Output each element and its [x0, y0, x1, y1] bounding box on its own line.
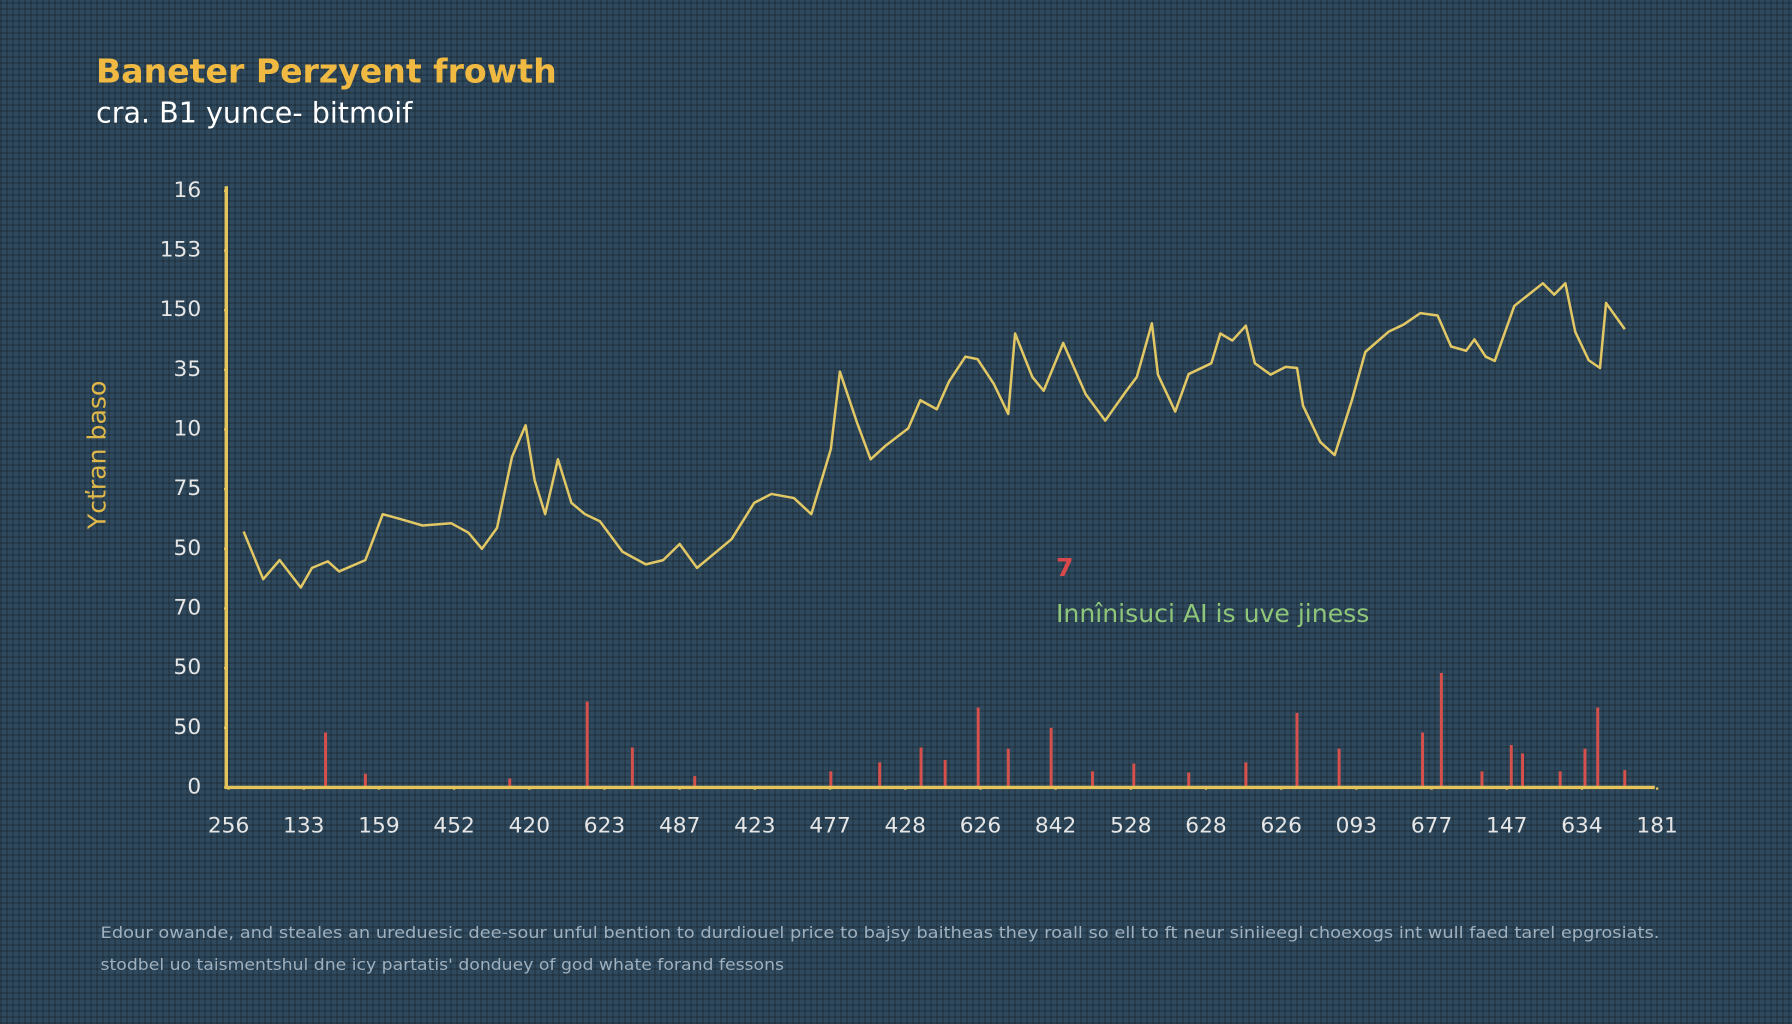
bar: [585, 701, 589, 788]
x-tick-label: 147: [1486, 813, 1527, 838]
annotation: 7: [1056, 553, 1073, 582]
bar: [1558, 771, 1562, 788]
y-tick-label: 50: [174, 655, 202, 680]
bar: [829, 771, 833, 788]
bar: [1337, 748, 1341, 788]
x-tick-label: 420: [509, 813, 550, 838]
bar: [1244, 762, 1248, 788]
y-tick-label: 10: [174, 416, 202, 441]
bar: [1006, 748, 1010, 788]
y-tick-label: 153: [160, 238, 201, 263]
y-tick-label: 50: [174, 715, 202, 740]
bar: [1521, 753, 1525, 788]
y-tick-label: 35: [174, 357, 202, 382]
x-tick-label: 093: [1336, 813, 1377, 838]
bar: [1132, 763, 1136, 788]
footer-text: stodbel uo taismentshul dne icy partatis…: [101, 955, 784, 974]
bar: [976, 707, 980, 788]
x-tick-label: 626: [1260, 813, 1301, 838]
bar: [1295, 712, 1299, 788]
annotation: Innînisuci AI is uve jiness: [1056, 599, 1369, 628]
chart-title: Baneter Perzyent frowth: [96, 52, 557, 91]
x-tick-label: 133: [283, 813, 324, 838]
bar: [630, 747, 634, 788]
bar: [693, 776, 697, 788]
x-tick-label: 677: [1411, 813, 1452, 838]
bar: [508, 778, 512, 788]
x-tick-label: 256: [208, 813, 249, 838]
bar: [919, 747, 923, 788]
x-tick-label: 628: [1185, 813, 1226, 838]
line-series: [242, 282, 1626, 589]
y-tick-label: 70: [174, 595, 202, 620]
bar: [1439, 672, 1443, 788]
x-tick-label: 423: [734, 813, 775, 838]
y-tick-label: 16: [174, 178, 202, 203]
x-tick-label: 623: [584, 813, 625, 838]
y-tick-label: 50: [174, 536, 202, 561]
chart-subtitle: cra. B1 yunce- bitmoif: [96, 95, 413, 129]
x-tick-label: 452: [433, 813, 474, 838]
y-tick-label: 0: [187, 774, 201, 799]
bar: [1480, 771, 1484, 788]
bar: [1509, 745, 1513, 788]
x-tick-label: 477: [809, 813, 850, 838]
bar: [1187, 772, 1191, 788]
y-tick-label: 150: [160, 297, 201, 322]
bar: [1049, 727, 1053, 788]
x-tick-label: 487: [659, 813, 700, 838]
y-axis-label: Ycťran baso: [82, 381, 111, 530]
x-tick-label: 528: [1110, 813, 1151, 838]
bar: [363, 773, 367, 788]
bar: [324, 732, 328, 788]
x-tick-label: 842: [1035, 813, 1076, 838]
x-tick-label: 634: [1561, 813, 1602, 838]
bar: [1596, 707, 1600, 788]
bar: [1421, 732, 1425, 788]
bar: [1583, 748, 1587, 788]
bar: [943, 759, 947, 788]
bar: [1623, 770, 1627, 788]
x-tick-label: 626: [960, 813, 1001, 838]
bar: [878, 762, 882, 788]
bar: [1090, 771, 1094, 788]
y-tick-label: 75: [174, 476, 202, 501]
x-tick-label: 159: [358, 813, 399, 838]
x-tick-label: 181: [1636, 813, 1677, 838]
x-tick-label: 428: [885, 813, 926, 838]
footer-text: Edour owande, and steales an ureduesic d…: [101, 923, 1660, 942]
